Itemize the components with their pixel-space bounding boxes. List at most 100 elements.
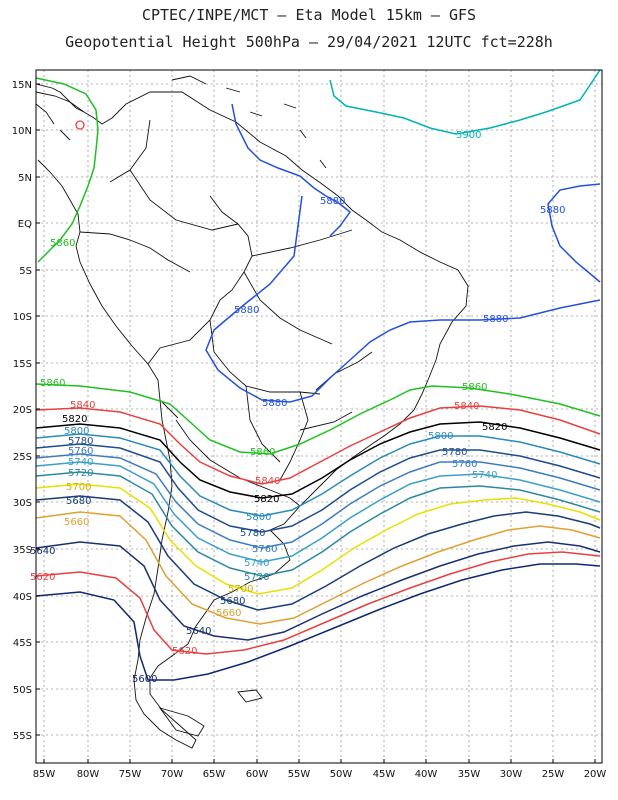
latitude-tick-label: 25S xyxy=(13,452,32,463)
latitude-tick-label: 5S xyxy=(19,266,32,277)
latitude-tick-label: 20S xyxy=(13,405,32,416)
contour-label: 5640 xyxy=(186,626,211,637)
contour-label: 5880 xyxy=(483,314,508,325)
contour-5680 xyxy=(35,495,601,611)
contour-label: 5800 xyxy=(428,431,453,442)
longitude-tick-label: 70W xyxy=(161,769,184,780)
falklands xyxy=(237,689,263,703)
contour-label: 5840 xyxy=(454,401,479,412)
lat-lon-grid xyxy=(36,70,602,763)
contour-5880-north xyxy=(231,103,352,237)
contour-5780 xyxy=(35,443,601,533)
caribbean-islands xyxy=(171,75,327,169)
contour-label: 5820 xyxy=(254,494,279,505)
contour-5700 xyxy=(35,483,601,595)
latitude-tick-label: 10N xyxy=(12,126,32,137)
longitude-tick-label: 20W xyxy=(584,769,607,780)
contour-label: 5880 xyxy=(234,305,259,316)
latitude-tick-label: 5N xyxy=(18,173,32,184)
contour-label: 5880 xyxy=(262,398,287,409)
contour-label: 5760 xyxy=(252,544,277,555)
contour-label: 5620 xyxy=(30,572,55,583)
country-borders xyxy=(79,119,373,507)
latitude-tick-label: 30S xyxy=(13,498,32,509)
south-america-coastline xyxy=(35,91,469,749)
contour-label: 5640 xyxy=(30,546,55,557)
contour-5660 xyxy=(35,511,601,625)
contour-label: 5740 xyxy=(68,457,93,468)
contour-5720 xyxy=(35,471,601,577)
contour-label: 5620 xyxy=(172,646,197,657)
contour-label: 5780 xyxy=(240,528,265,539)
contour-label: 5880 xyxy=(540,205,565,216)
latitude-tick-label: 15S xyxy=(13,359,32,370)
longitude-tick-label: 60W xyxy=(246,769,269,780)
contour-5840 xyxy=(35,405,601,485)
contour-label: 5700 xyxy=(228,584,253,595)
longitude-tick-label: 25W xyxy=(542,769,565,780)
longitude-tick-label: 35W xyxy=(458,769,481,780)
contour-label: 5860 xyxy=(40,378,65,389)
contour-label: 5860 xyxy=(250,447,275,458)
contour-label: 5780 xyxy=(68,436,93,447)
latitude-tick-label: 15N xyxy=(12,80,32,91)
contour-label: 5680 xyxy=(66,496,91,507)
contour-5600 xyxy=(35,563,601,681)
contour-label: 5840 xyxy=(255,476,280,487)
contour-label: 5840 xyxy=(70,400,95,411)
contour-5620 xyxy=(35,551,601,655)
tierra-del-fuego xyxy=(158,707,205,737)
longitude-tick-label: 50W xyxy=(330,769,353,780)
longitude-tick-label: 80W xyxy=(77,769,100,780)
contour-label: 5720 xyxy=(68,468,93,479)
contour-label: 5900 xyxy=(456,130,481,141)
coastline xyxy=(35,75,469,749)
map-frame xyxy=(35,69,603,764)
contour-label: 5720 xyxy=(244,572,269,583)
latitude-tick-labels: 15N 10N 5N EQ 5S 10S 15S 20S 25S 30S 35S 40S 45S 50S 5… xyxy=(12,80,40,742)
contour-5740 xyxy=(35,461,601,563)
contour-label: 5800 xyxy=(64,426,89,437)
latitude-tick-label: 35S xyxy=(13,545,32,556)
latitude-tick-label: 40S xyxy=(13,592,32,603)
contour-label: 5820 xyxy=(482,422,507,433)
longitude-tick-labels: 85W 80W 75W 70W 65W 60W 55W 50W 45W 40W 35W 30W 25W 2… xyxy=(33,759,607,780)
contour-label: 5660 xyxy=(216,608,241,619)
contour-5860 xyxy=(35,383,601,455)
contour-label: 5660 xyxy=(64,517,89,528)
contour-5760 xyxy=(35,453,601,549)
longitude-tick-label: 45W xyxy=(373,769,396,780)
longitude-tick-label: 55W xyxy=(288,769,311,780)
map-title-line2: Geopotential Height 500hPa – 29/04/2021 … xyxy=(65,33,553,51)
contour-label: 5600 xyxy=(132,674,157,685)
central-america xyxy=(35,83,85,141)
contour-5800 xyxy=(35,433,601,517)
contour-label: 5780 xyxy=(442,447,467,458)
latitude-tick-label: 55S xyxy=(13,731,32,742)
contour-label: 5860 xyxy=(50,238,75,249)
contour-label: 5860 xyxy=(462,382,487,393)
contour-label: 5760 xyxy=(452,459,477,470)
contour-label: 5800 xyxy=(246,512,271,523)
contour-5900 xyxy=(329,69,601,135)
longitude-tick-label: 30W xyxy=(500,769,523,780)
contour-label: 5680 xyxy=(220,596,245,607)
contour-5880-east xyxy=(547,183,601,283)
latitude-tick-label: 45S xyxy=(13,638,32,649)
contour-label: 5700 xyxy=(66,482,91,493)
longitude-tick-label: 85W xyxy=(33,769,56,780)
map-title-line1: CPTEC/INPE/MCT – Eta Model 15km – GFS xyxy=(141,6,477,24)
contour-label: 5740 xyxy=(244,558,269,569)
contour-5880-main xyxy=(205,195,601,403)
contour-5820 xyxy=(35,421,601,499)
latitude-tick-label: 50S xyxy=(13,685,32,696)
contour-label: 5880 xyxy=(320,196,345,207)
contour-label: 5820 xyxy=(62,414,87,425)
contour-5860-west xyxy=(35,77,99,263)
longitude-tick-label: 40W xyxy=(415,769,438,780)
contours xyxy=(35,69,601,681)
contour-5640 xyxy=(35,541,601,641)
contour-label: 5760 xyxy=(68,446,93,457)
contour-label: 5740 xyxy=(472,470,497,481)
